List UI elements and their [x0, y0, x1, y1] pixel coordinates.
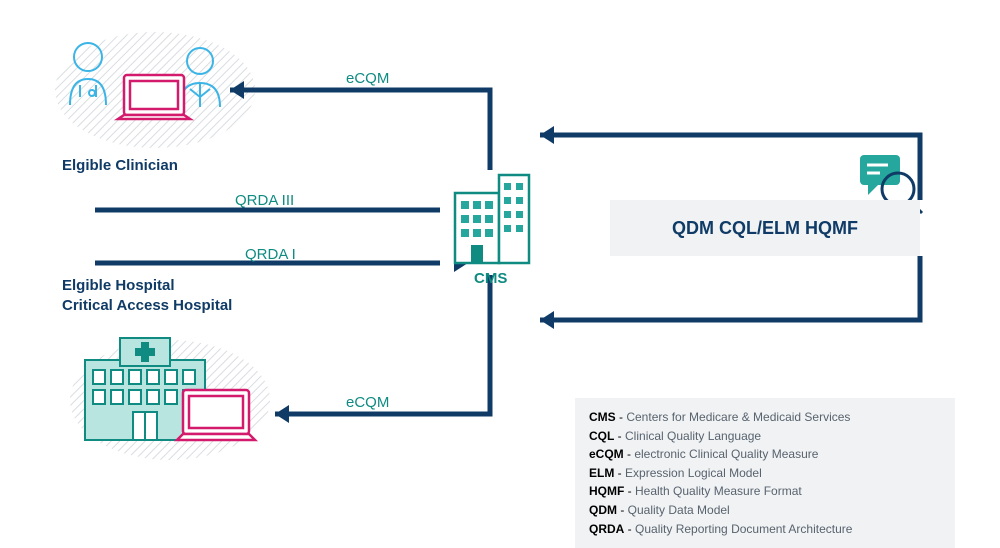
legend-row: QRDA - Quality Reporting Document Archit… [589, 520, 941, 539]
legend-row: ELM - Expression Logical Model [589, 464, 941, 483]
edge-ecqm-top: eCQM [346, 70, 389, 87]
legend-key: QDM [589, 503, 617, 517]
legend-val: Health Quality Measure Format [635, 484, 802, 498]
edge-qrda1: QRDA I [245, 246, 296, 263]
clinician-label: Elgible Clinician [62, 157, 178, 174]
legend-val: Centers for Medicare & Medicaid Services [626, 410, 850, 424]
legend-key: CQL [589, 429, 614, 443]
legend-dash: - [624, 447, 635, 461]
legend-box: CMS - Centers for Medicare & Medicaid Se… [575, 398, 955, 548]
legend-dash: - [614, 429, 625, 443]
legend-key: ELM [589, 466, 614, 480]
legend-key: QRDA [589, 522, 624, 536]
legend-row: CQL - Clinical Quality Language [589, 427, 941, 446]
legend-val: Clinical Quality Language [625, 429, 761, 443]
legend-dash: - [617, 503, 628, 517]
cms-building-icon [455, 175, 529, 263]
spec-box: QDM CQL/ELM HQMF [610, 200, 920, 256]
hospital-label-line2: Critical Access Hospital [62, 297, 232, 314]
legend-row: QDM - Quality Data Model [589, 501, 941, 520]
legend-dash: - [624, 522, 635, 536]
cms-label: CMS [474, 270, 507, 287]
legend-key: HQMF [589, 484, 624, 498]
legend-val: Expression Logical Model [625, 466, 762, 480]
legend-val: Quality Reporting Document Architecture [635, 522, 852, 536]
legend-row: eCQM - electronic Clinical Quality Measu… [589, 445, 941, 464]
legend-dash: - [624, 484, 635, 498]
legend-val: Quality Data Model [628, 503, 730, 517]
legend-row: CMS - Centers for Medicare & Medicaid Se… [589, 408, 941, 427]
edge-ecqm-bottom: eCQM [346, 394, 389, 411]
legend-val: electronic Clinical Quality Measure [634, 447, 818, 461]
flow-cms-to-clinician [230, 90, 490, 170]
edge-qrda3: QRDA III [235, 192, 294, 209]
legend-dash: - [614, 466, 625, 480]
legend-dash: - [616, 410, 627, 424]
flow-spec-to-cms-bottom [540, 256, 920, 320]
hospital-label-line1: Elgible Hospital [62, 277, 175, 294]
hospital-label: Elgible Hospital Critical Access Hospita… [62, 276, 232, 315]
legend-key: CMS [589, 410, 616, 424]
legend-row: HQMF - Health Quality Measure Format [589, 482, 941, 501]
legend-key: eCQM [589, 447, 624, 461]
spec-box-label: QDM CQL/ELM HQMF [672, 218, 858, 239]
